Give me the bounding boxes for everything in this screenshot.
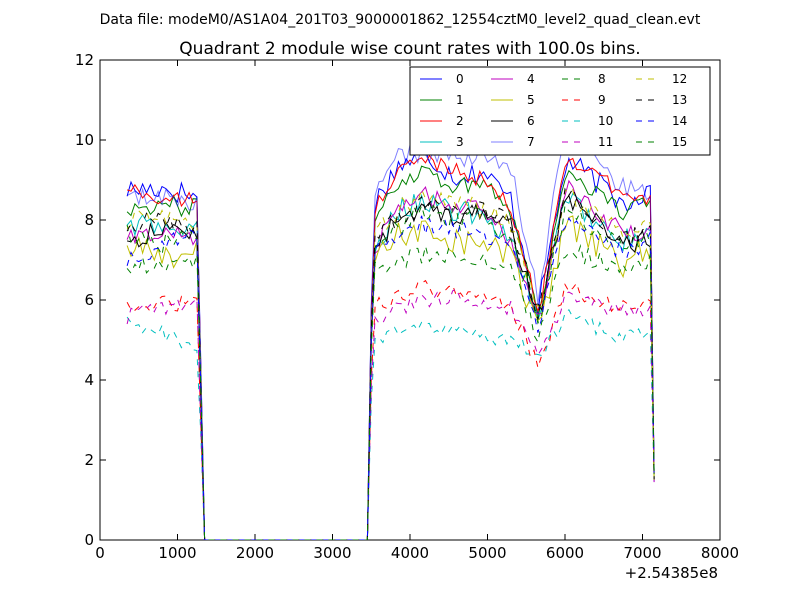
x-tick-label: 2000 [236, 544, 274, 562]
plot-area: 0 1000 2000 3000 4000 5000 6000 7000 80000246810… [75, 51, 739, 562]
y-tick-label: 8 [84, 211, 94, 229]
legend-label-11: 11 [598, 135, 613, 149]
legend-box [409, 66, 711, 156]
y-tick-label: 10 [75, 131, 94, 149]
chart-title: Quadrant 2 module wise count rates with … [179, 39, 640, 59]
series-line-14 [126, 215, 655, 540]
legend-label-12: 12 [672, 72, 687, 86]
legend-label-10: 10 [598, 114, 613, 128]
legend-label-4: 4 [527, 72, 535, 86]
legend-label-1: 1 [456, 93, 464, 107]
series-line-2 [126, 154, 655, 540]
series-line-8 [126, 204, 655, 540]
x-tick-label: 5000 [468, 544, 506, 562]
legend-label-8: 8 [598, 72, 606, 86]
x-tick-label: 7000 [623, 544, 661, 562]
series-line-1 [126, 165, 655, 540]
legend-label-7: 7 [527, 135, 535, 149]
x-tick-label: 0 [95, 544, 105, 562]
y-tick-label: 12 [75, 51, 94, 69]
legend-label-13: 13 [672, 93, 687, 107]
series-line-3 [126, 192, 655, 540]
legend-label-9: 9 [598, 93, 606, 107]
legend-label-0: 0 [456, 72, 464, 86]
series-line-13 [126, 187, 655, 540]
x-tick-label: 8000 [701, 544, 739, 562]
x-tick-label: 3000 [313, 544, 351, 562]
x-tick-label: 4000 [391, 544, 429, 562]
y-tick-label: 0 [84, 531, 94, 549]
series-line-6 [126, 194, 655, 540]
series-line-10 [126, 309, 655, 540]
x-offset-label: +2.54385e8 [625, 564, 718, 582]
series-line-5 [126, 215, 655, 540]
legend-label-3: 3 [456, 135, 464, 149]
x-tick-label: 1000 [158, 544, 196, 562]
legend-label-15: 15 [672, 135, 687, 149]
series-line-12 [126, 187, 655, 540]
y-tick-label: 6 [84, 291, 94, 309]
series-line-0 [126, 149, 655, 540]
series-lines [126, 112, 655, 540]
y-tick-label: 2 [84, 451, 94, 469]
series-line-9 [126, 279, 655, 540]
data-file-label: Data file: modeM0/AS1A04_201T03_90000018… [100, 12, 701, 28]
series-line-15 [126, 244, 655, 540]
series-line-11 [126, 288, 655, 540]
series-line-4 [126, 179, 655, 540]
x-tick-label: 6000 [546, 544, 584, 562]
legend-label-2: 2 [456, 114, 464, 128]
legend-label-6: 6 [527, 114, 535, 128]
y-tick-label: 4 [84, 371, 94, 389]
legend-label-5: 5 [527, 93, 535, 107]
legend-label-14: 14 [672, 114, 687, 128]
